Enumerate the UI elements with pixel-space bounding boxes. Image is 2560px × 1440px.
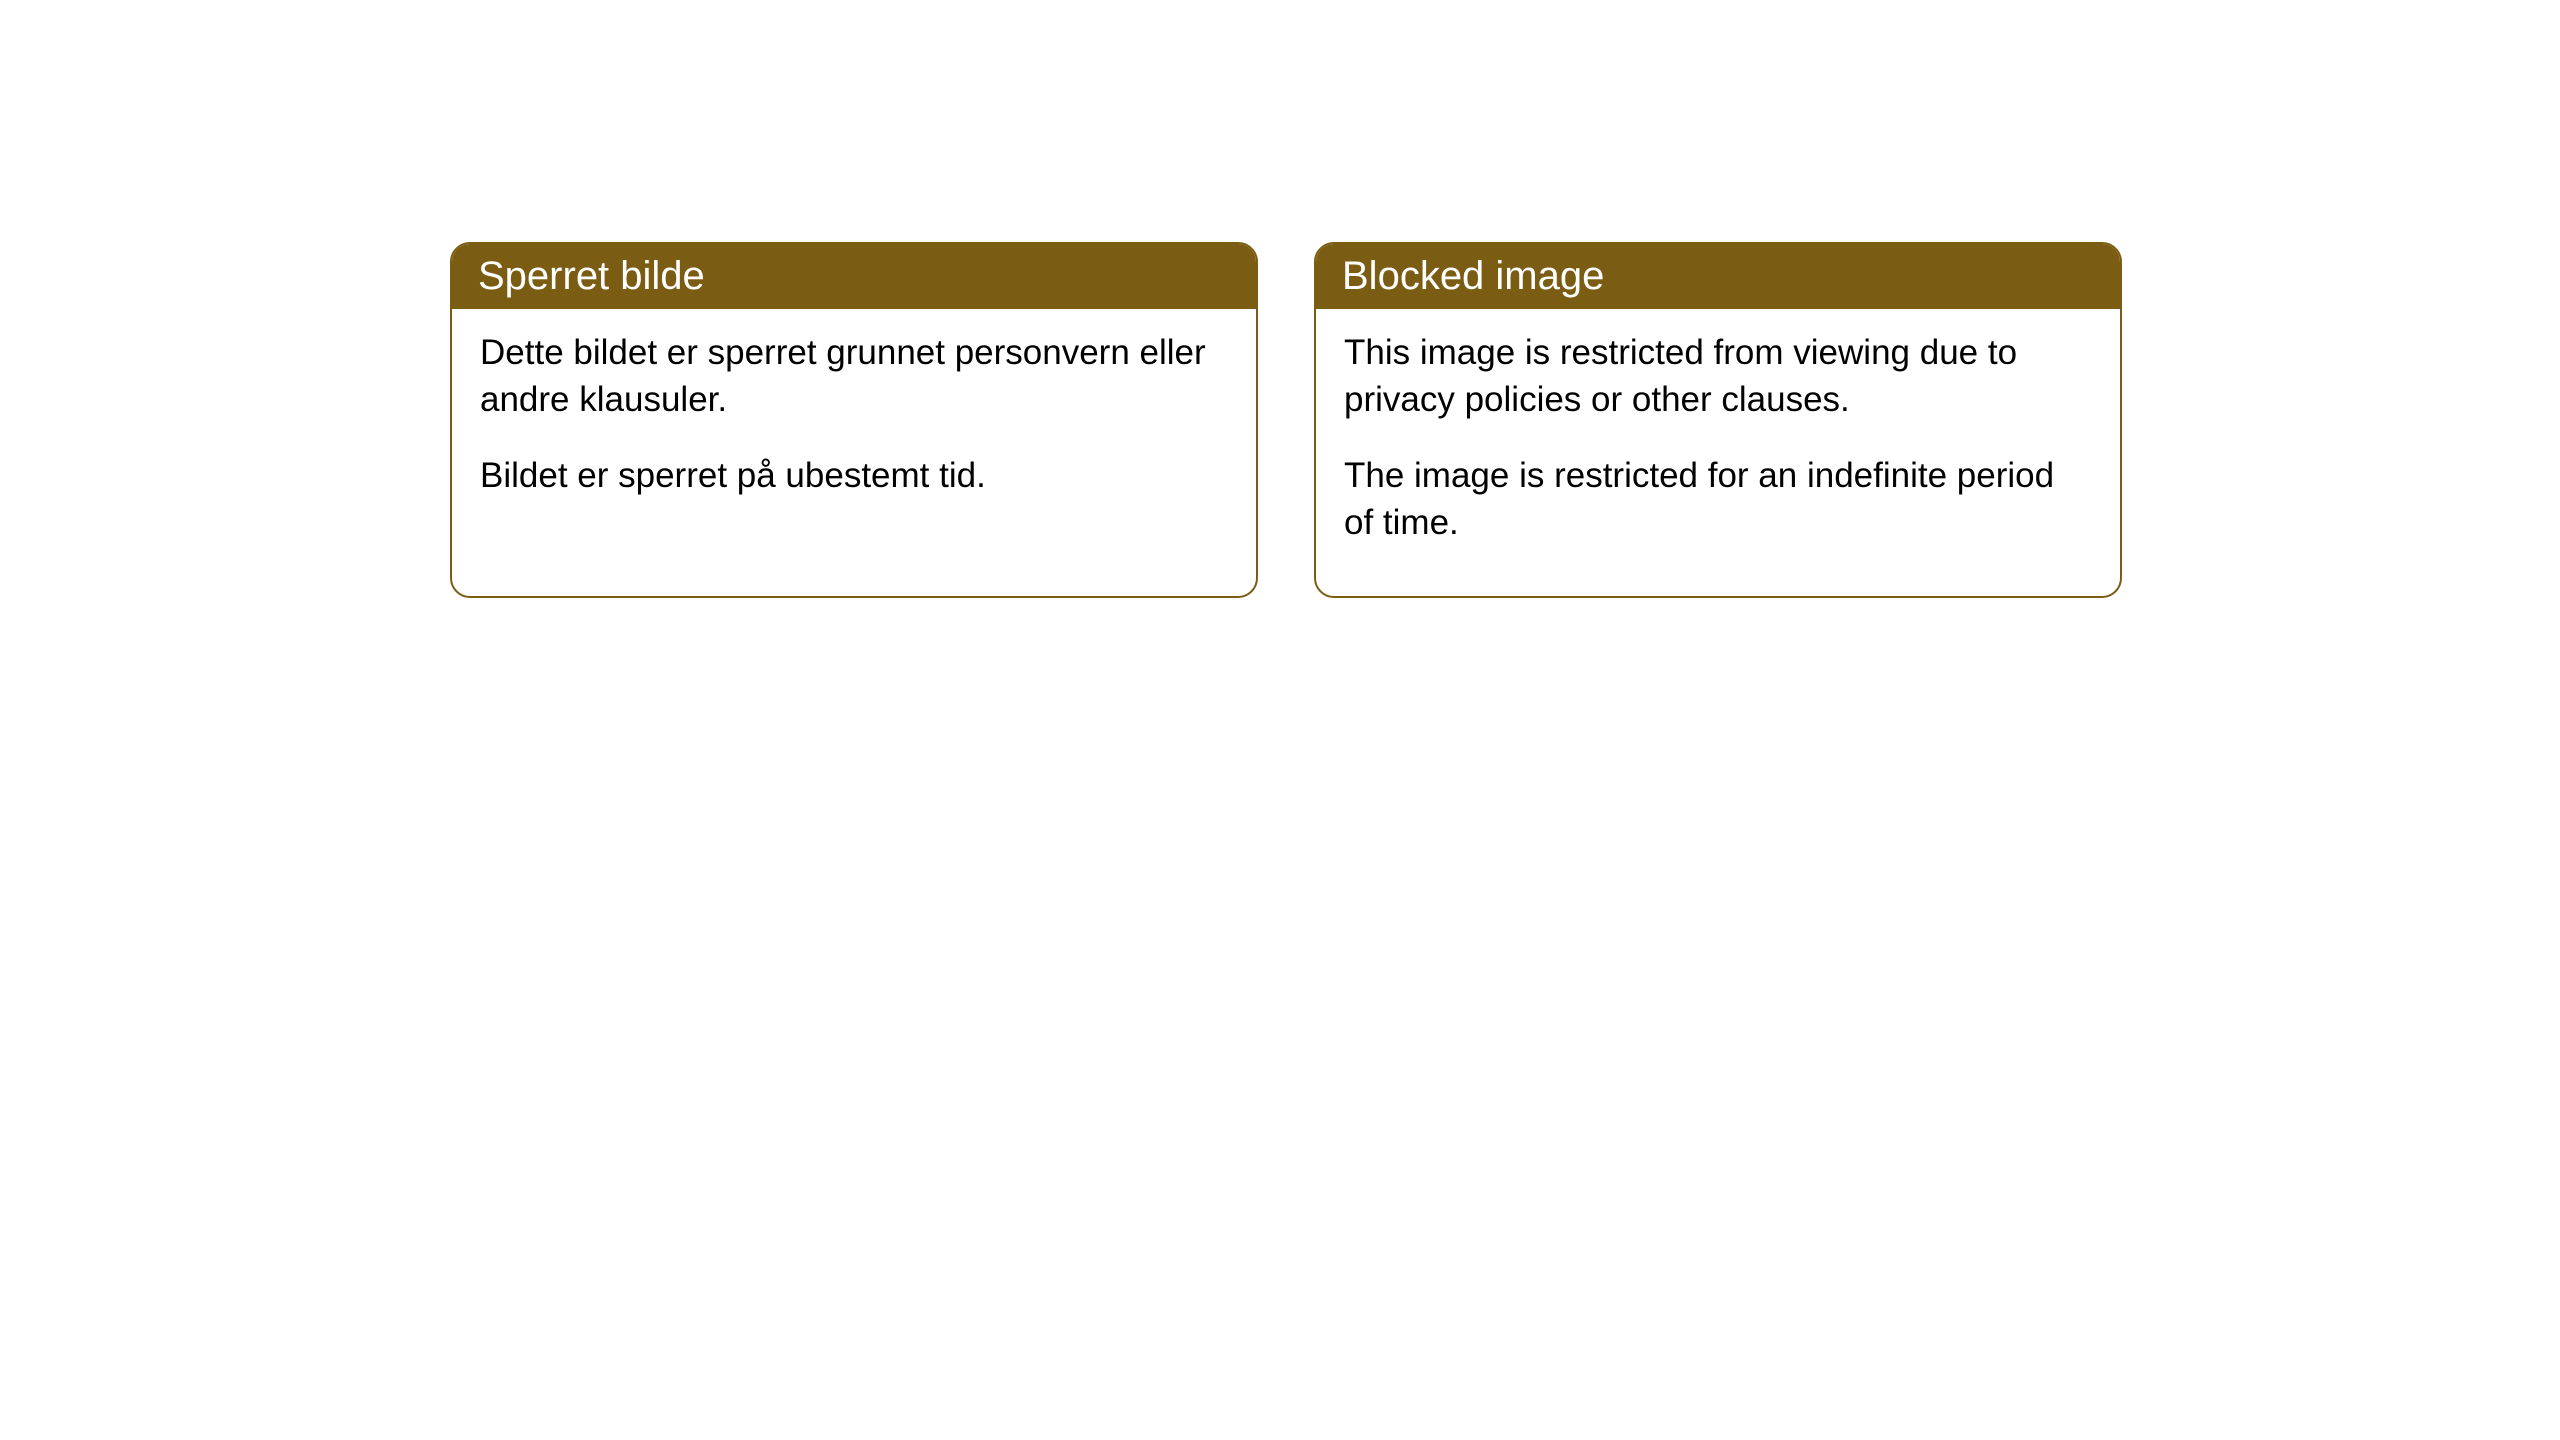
card-title: Sperret bilde	[478, 254, 705, 298]
card-body: This image is restricted from viewing du…	[1316, 309, 2120, 596]
card-header: Sperret bilde	[452, 244, 1256, 309]
notice-card-english: Blocked image This image is restricted f…	[1314, 242, 2122, 598]
card-paragraph: This image is restricted from viewing du…	[1344, 329, 2092, 424]
card-paragraph: Dette bildet er sperret grunnet personve…	[480, 329, 1228, 424]
card-paragraph: The image is restricted for an indefinit…	[1344, 452, 2092, 547]
card-title: Blocked image	[1342, 254, 1604, 298]
card-paragraph: Bildet er sperret på ubestemt tid.	[480, 452, 1228, 499]
notice-cards-container: Sperret bilde Dette bildet er sperret gr…	[450, 242, 2122, 598]
notice-card-norwegian: Sperret bilde Dette bildet er sperret gr…	[450, 242, 1258, 598]
card-header: Blocked image	[1316, 244, 2120, 309]
card-body: Dette bildet er sperret grunnet personve…	[452, 309, 1256, 549]
